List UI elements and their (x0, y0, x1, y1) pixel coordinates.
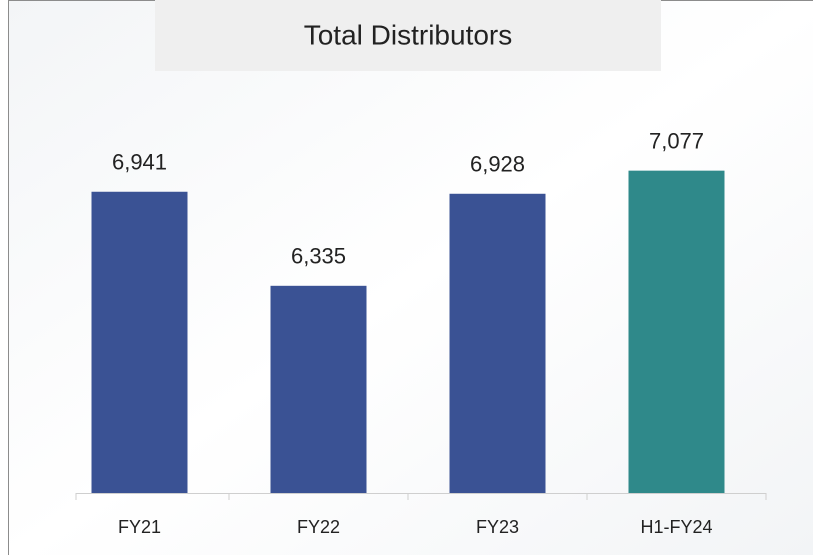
x-tick-label: FY21 (118, 517, 161, 537)
bar (91, 191, 188, 493)
x-tick-label: FY23 (476, 517, 519, 537)
bar (628, 170, 725, 493)
value-label: 6,941 (112, 150, 167, 175)
chart-title: Total Distributors (304, 19, 513, 50)
value-label: 6,335 (291, 244, 346, 269)
bar (270, 285, 367, 493)
x-tick-label: FY22 (297, 517, 340, 537)
value-label: 7,077 (649, 128, 704, 153)
value-label: 6,928 (470, 152, 525, 177)
title-box (155, 0, 661, 71)
bar (449, 193, 546, 493)
x-tick-label: H1-FY24 (640, 517, 712, 537)
